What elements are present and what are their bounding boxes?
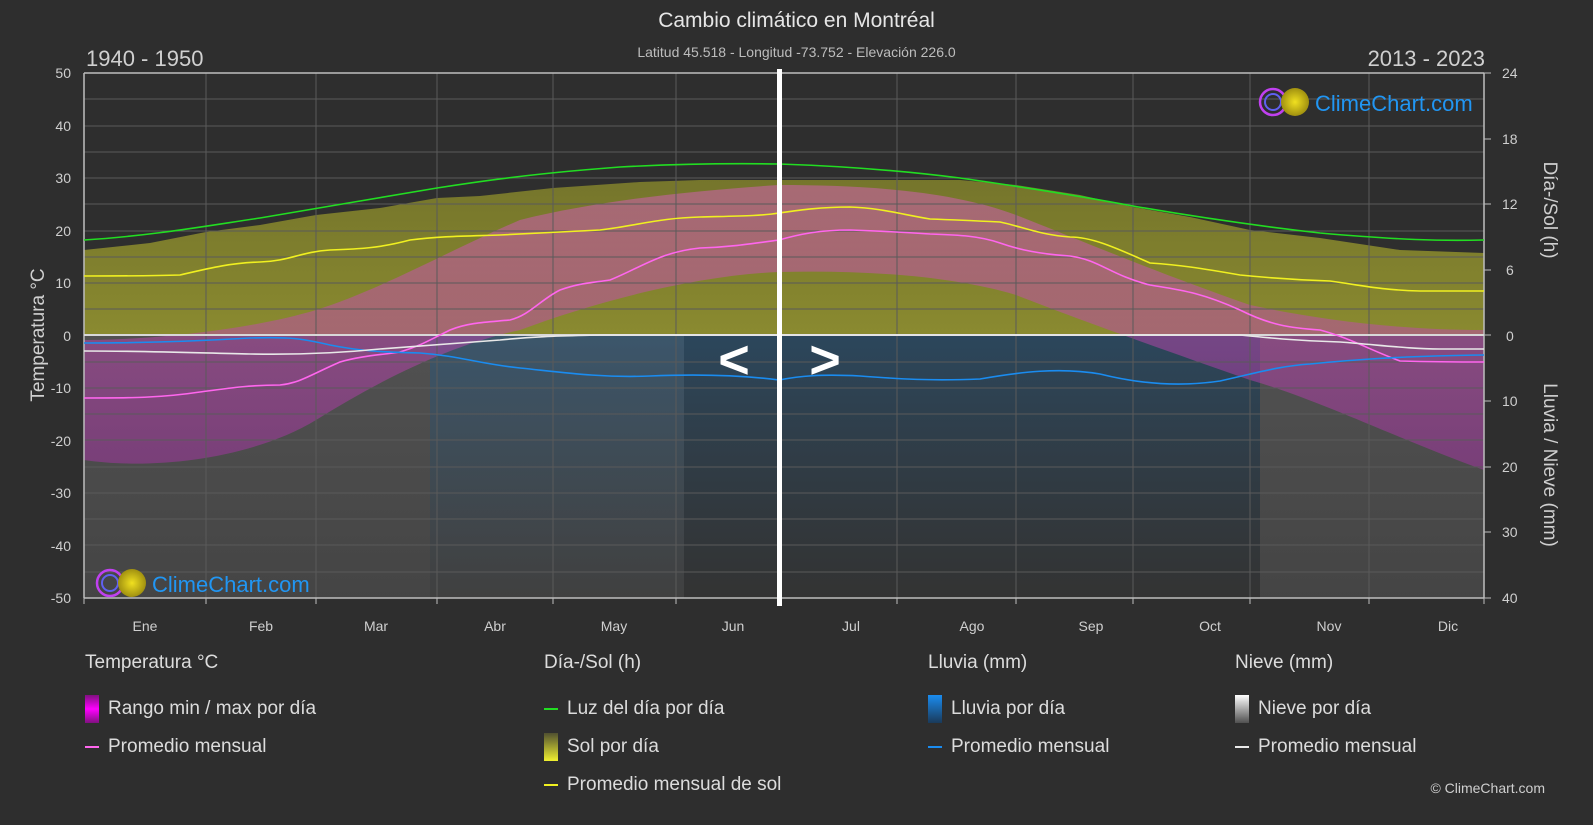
- svg-text:30: 30: [55, 170, 71, 186]
- legend-daylight: Luz del día por día: [544, 690, 781, 728]
- legend-temp-avg: Promedio mensual: [85, 728, 316, 766]
- svg-text:6: 6: [1506, 262, 1514, 278]
- legend-snow-avg: Promedio mensual: [1235, 728, 1416, 766]
- left-axis-title: Temperatura °C: [28, 268, 49, 401]
- right-top-axis-title: Día-/Sol (h): [1539, 161, 1560, 258]
- svg-text:-50: -50: [51, 590, 71, 606]
- svg-text:Ene: Ene: [133, 618, 158, 634]
- svg-text:18: 18: [1502, 131, 1518, 147]
- next-period-button[interactable]: >: [809, 330, 841, 390]
- svg-text:50: 50: [55, 65, 71, 81]
- svg-text:40: 40: [1502, 590, 1518, 606]
- legend-snow-per-day: Nieve por día: [1235, 690, 1416, 728]
- svg-text:Feb: Feb: [249, 618, 273, 634]
- legend-snow: Nieve (mm) Nieve por día Promedio mensua…: [1235, 652, 1416, 766]
- logo-top-right[interactable]: ClimeChart.com: [1258, 87, 1473, 117]
- chart-subtitle: Latitud 45.518 - Longitud -73.752 - Elev…: [637, 44, 956, 60]
- svg-text:24: 24: [1502, 65, 1518, 81]
- legend-sun-title: Día-/Sol (h): [544, 652, 642, 673]
- logo-text: ClimeChart.com: [1315, 91, 1473, 116]
- legend-sun-per-day: Sol por día: [544, 728, 781, 766]
- climate-chart: 50 40 30 20 10 0 -10 -20 -30 -40 -50 Tem…: [28, 65, 1560, 634]
- svg-text:Abr: Abr: [484, 618, 506, 634]
- legend-snow-title: Nieve (mm): [1235, 652, 1334, 673]
- svg-text:40: 40: [55, 118, 71, 134]
- svg-text:Jul: Jul: [842, 618, 860, 634]
- legend-rain-avg: Promedio mensual: [928, 728, 1109, 766]
- prev-period-button[interactable]: <: [718, 330, 750, 390]
- temp-avg-line-icon: [85, 746, 99, 748]
- svg-text:20: 20: [1502, 459, 1518, 475]
- plot-background-fills: [84, 163, 1484, 598]
- svg-text:Nov: Nov: [1317, 618, 1342, 634]
- sun-swatch-icon: [544, 733, 558, 761]
- svg-text:-10: -10: [51, 380, 71, 396]
- svg-text:12: 12: [1502, 196, 1518, 212]
- snow-swatch-icon: [1235, 695, 1249, 723]
- copyright-text: © ClimeChart.com: [1430, 780, 1545, 796]
- sun-avg-line: [83, 206, 1484, 292]
- rain-swatch-icon: [928, 695, 942, 723]
- legend-sun-avg: Promedio mensual de sol: [544, 766, 781, 804]
- legend-temp-range: Rango min / max por día: [85, 690, 316, 728]
- legend-rain-per-day: Lluvia por día: [928, 690, 1109, 728]
- right-axis: 24 18 12 6 0 10 20 30 40 Día-/Sol (h) Ll…: [1484, 65, 1560, 606]
- logo-bottom-left[interactable]: ClimeChart.com: [95, 568, 310, 598]
- svg-text:Oct: Oct: [1199, 618, 1221, 634]
- temp-range-swatch-icon: [85, 695, 99, 723]
- temperature-avg-line: [83, 229, 1485, 399]
- svg-text:0: 0: [1506, 328, 1514, 344]
- svg-text:10: 10: [55, 275, 71, 291]
- svg-text:Ago: Ago: [960, 618, 985, 634]
- svg-text:20: 20: [55, 223, 71, 239]
- daylight-line-icon: [544, 708, 558, 710]
- legend-sun: Día-/Sol (h) Luz del día por día Sol por…: [544, 652, 781, 804]
- period-right-label: 2013 - 2023: [1367, 46, 1485, 71]
- snow-avg-line-icon: [1235, 746, 1249, 748]
- svg-text:-40: -40: [51, 538, 71, 554]
- legend-temperature: Temperatura °C Rango min / max por día P…: [85, 652, 316, 766]
- right-bottom-axis-title: Lluvia / Nieve (mm): [1539, 383, 1560, 547]
- left-axis: 50 40 30 20 10 0 -10 -20 -30 -40 -50 Tem…: [28, 65, 71, 606]
- period-left-label: 1940 - 1950: [86, 46, 204, 71]
- svg-text:-30: -30: [51, 485, 71, 501]
- legend-rain: Lluvia (mm) Lluvia por día Promedio mens…: [928, 652, 1109, 766]
- chart-title: Cambio climático en Montréal: [658, 9, 935, 32]
- logo-text: ClimeChart.com: [152, 572, 310, 597]
- svg-text:30: 30: [1502, 524, 1518, 540]
- svg-text:-20: -20: [51, 433, 71, 449]
- svg-text:Sep: Sep: [1079, 618, 1104, 634]
- svg-text:0: 0: [63, 328, 71, 344]
- svg-text:10: 10: [1502, 393, 1518, 409]
- x-axis: Ene Feb Mar Abr May Jun Jul Ago Sep Oct …: [83, 598, 1485, 634]
- svg-text:Dic: Dic: [1438, 618, 1458, 634]
- svg-text:Mar: Mar: [364, 618, 388, 634]
- rain-avg-line-icon: [928, 746, 942, 748]
- legend-temperature-title: Temperatura °C: [85, 652, 219, 673]
- svg-text:May: May: [601, 618, 627, 634]
- sun-avg-line-icon: [544, 784, 558, 786]
- snow-avg-line: [83, 334, 1484, 356]
- legend-rain-title: Lluvia (mm): [928, 652, 1028, 673]
- period-divider[interactable]: [777, 69, 782, 606]
- svg-text:Jun: Jun: [722, 618, 745, 634]
